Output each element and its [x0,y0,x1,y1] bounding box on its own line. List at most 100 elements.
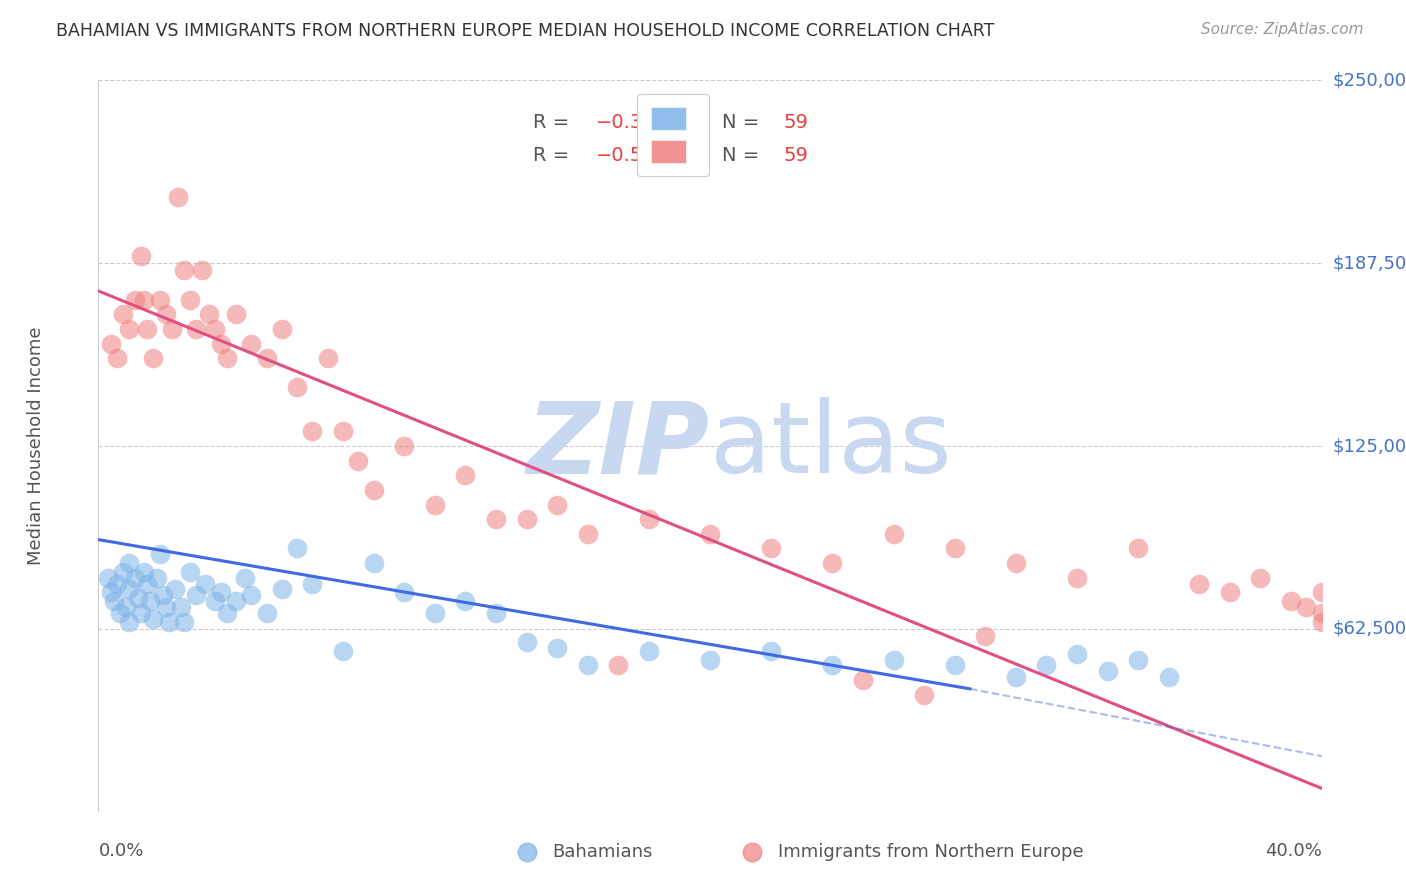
Text: R =: R = [533,113,569,132]
Point [136,576,159,591]
Point [118,556,141,570]
Point [1295,599,1317,614]
Point [576,526,599,541]
Point [118,615,141,629]
Text: $125,000: $125,000 [1333,437,1406,455]
Point [1249,571,1271,585]
Text: $62,500: $62,500 [1333,620,1406,638]
Point [139,594,162,608]
Point [145,571,167,585]
Point [1219,585,1241,599]
Point [363,556,385,570]
Point [256,351,278,366]
Point [179,565,201,579]
Point [821,556,844,570]
Point [1128,541,1150,556]
Point [163,582,186,597]
Point [576,658,599,673]
Point [285,380,308,394]
Point [546,640,568,655]
Point [215,606,238,620]
Text: ZIP: ZIP [527,398,710,494]
Point [270,322,292,336]
Text: $250,000: $250,000 [1333,71,1406,89]
Point [204,594,226,608]
Point [516,512,538,526]
Legend: , : , [637,94,709,177]
Point [142,612,165,626]
Point [152,588,174,602]
Point [759,644,782,658]
Point [1004,670,1026,684]
Point [155,599,177,614]
Point [759,541,782,556]
Point [100,336,122,351]
Text: Median Household Income: Median Household Income [27,326,45,566]
Point [301,425,323,439]
Text: Source: ZipAtlas.com: Source: ZipAtlas.com [1201,22,1364,37]
Point [392,585,416,599]
Point [124,571,146,585]
Text: BAHAMIAN VS IMMIGRANTS FROM NORTHERN EUROPE MEDIAN HOUSEHOLD INCOME CORRELATION : BAHAMIAN VS IMMIGRANTS FROM NORTHERN EUR… [56,22,994,40]
Point [285,541,308,556]
Point [173,263,195,277]
Point [1066,571,1088,585]
Point [115,599,138,614]
Point [974,629,997,643]
Text: N =: N = [723,113,759,132]
Point [423,498,446,512]
Point [516,845,538,859]
Text: Bahamians: Bahamians [553,843,652,861]
Point [105,576,128,591]
Point [129,249,152,263]
Point [170,599,193,614]
Point [167,190,190,204]
Point [852,673,875,687]
Point [136,322,159,336]
Point [197,307,219,321]
Point [204,322,226,336]
Text: 59: 59 [783,146,808,165]
Point [821,658,844,673]
Point [347,453,370,467]
Point [215,351,238,366]
Point [256,606,278,620]
Point [454,594,477,608]
Text: atlas: atlas [710,398,952,494]
Point [129,606,152,620]
Point [699,652,721,666]
Point [111,307,134,321]
Point [1310,615,1333,629]
Point [485,606,508,620]
Point [392,439,416,453]
Point [1188,576,1211,591]
Point [105,351,128,366]
Point [546,498,568,512]
Point [240,336,263,351]
Point [186,322,208,336]
Point [454,468,477,483]
Point [1128,652,1150,666]
Point [741,845,763,859]
Text: N =: N = [723,146,759,165]
Point [186,588,208,602]
Point [191,263,214,277]
Point [1097,665,1119,679]
Text: −0.504: −0.504 [596,146,668,165]
Point [118,322,141,336]
Point [240,588,263,602]
Point [103,594,125,608]
Point [883,652,905,666]
Text: 0.0%: 0.0% [98,842,143,860]
Point [100,585,122,599]
Point [637,512,661,526]
Text: $187,500: $187,500 [1333,254,1406,272]
Point [194,576,217,591]
Point [316,351,339,366]
Point [699,526,721,541]
Point [301,576,323,591]
Point [485,512,508,526]
Point [912,688,935,702]
Point [142,351,165,366]
Point [363,483,385,497]
